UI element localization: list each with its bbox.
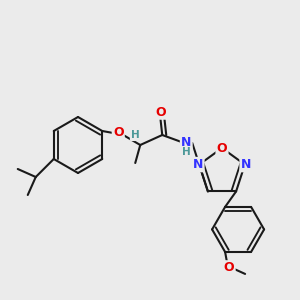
Text: O: O [113, 127, 124, 140]
Text: N: N [241, 158, 251, 171]
Text: N: N [181, 136, 191, 149]
Text: H: H [131, 130, 140, 140]
Text: O: O [217, 142, 227, 154]
Text: O: O [224, 261, 234, 274]
Text: O: O [155, 106, 166, 118]
Text: N: N [193, 158, 203, 171]
Text: H: H [182, 147, 190, 157]
